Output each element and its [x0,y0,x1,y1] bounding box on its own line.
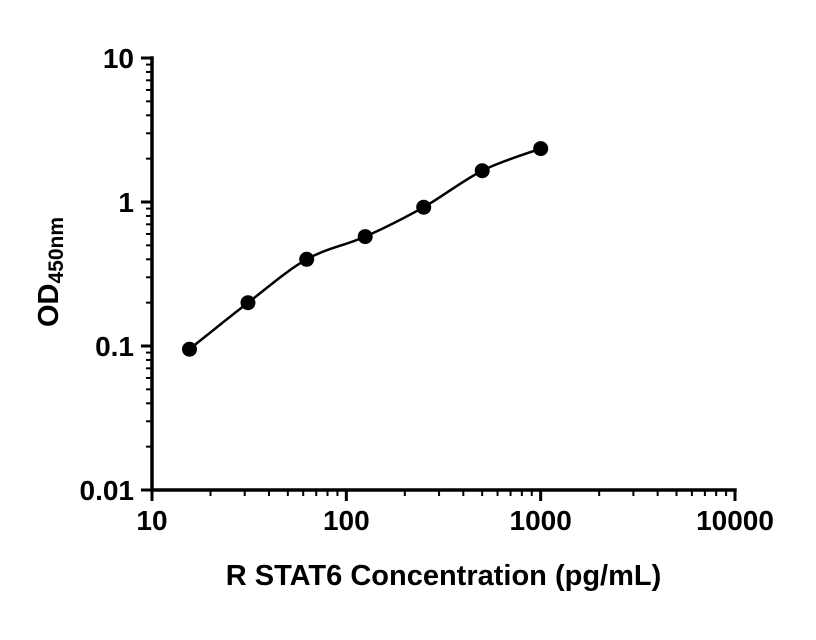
y-tick-label: 10 [103,43,134,74]
data-point [240,295,256,311]
y-axis-label: OD450nm [29,156,69,388]
data-point [357,229,373,245]
x-tick-label: 1000 [510,505,572,536]
data-point [182,341,197,357]
x-tick-label: 10000 [696,505,774,536]
y-tick-label: 1 [118,187,134,218]
y-tick-label: 0.01 [80,475,135,506]
y-tick-label: 0.1 [95,331,134,362]
x-axis-label: R STAT6 Concentration (pg/mL) [225,560,662,592]
data-point [474,163,490,179]
y-axis-label-subscript: 450nm [45,216,68,284]
data-point [533,141,549,157]
data-point [299,251,315,267]
fit-curve [188,147,542,351]
x-tick-label: 10 [136,505,167,536]
x-tick-label: 100 [323,505,370,536]
axes [150,56,737,492]
data-point [416,199,432,215]
y-axis-label-main: OD [33,283,65,328]
